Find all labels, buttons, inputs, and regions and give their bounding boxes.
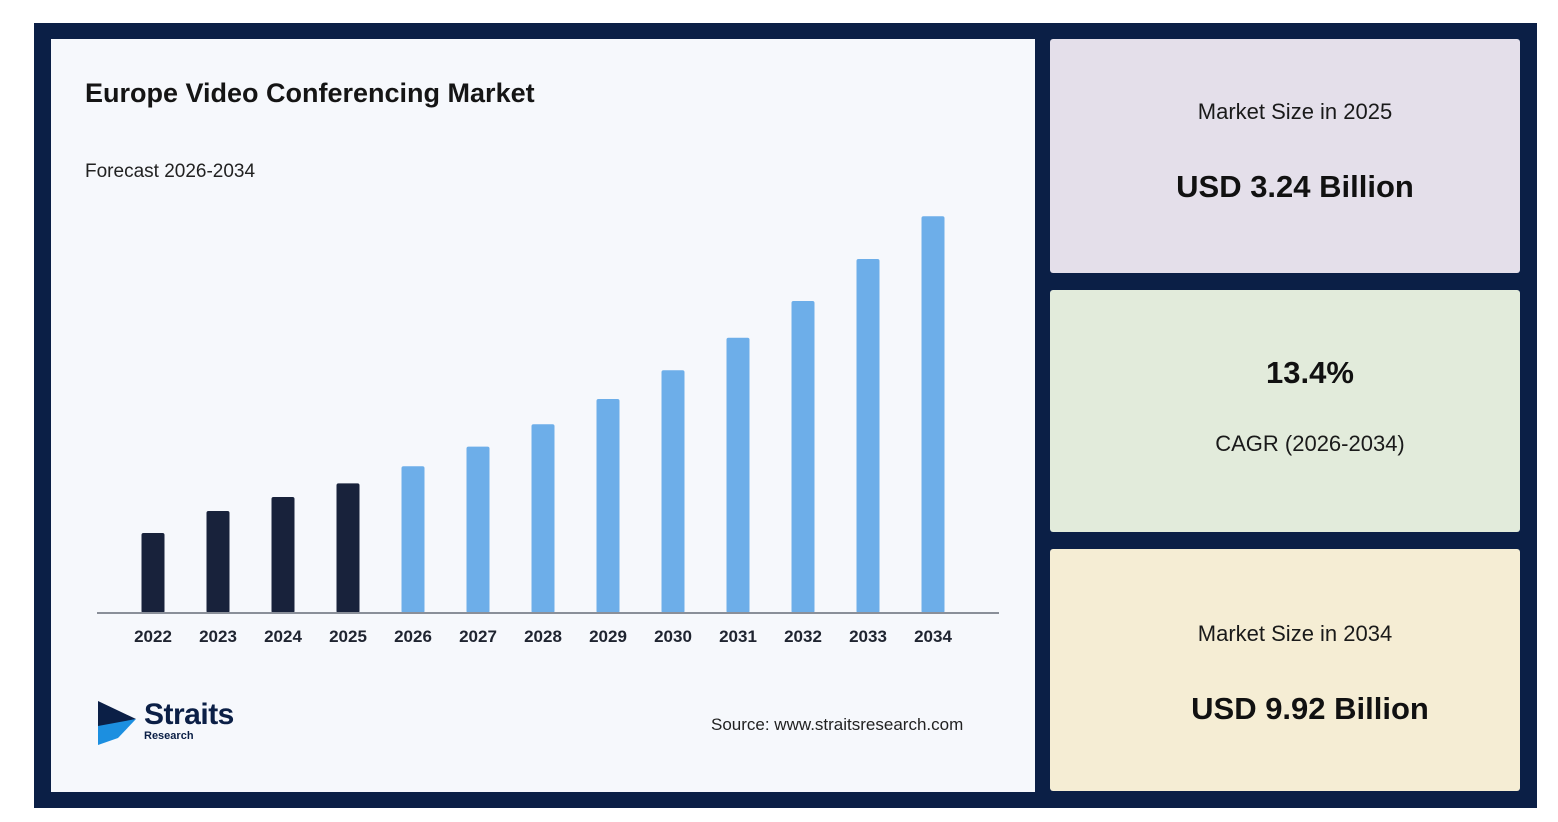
bar-2032 — [791, 301, 815, 613]
x-tick-label: 2022 — [134, 627, 172, 646]
source-credit: Source: www.straitsresearch.com — [711, 715, 964, 734]
x-tick-label: 2028 — [524, 627, 562, 646]
market-size-2025-label: Market Size in 2025 — [1197, 99, 1393, 124]
cagr-label: CAGR (2026-2034) — [1215, 431, 1405, 456]
x-tick-label: 2030 — [654, 627, 692, 646]
market-size-2034-value: USD 9.92 Billion — [1191, 691, 1429, 726]
x-tick-label: 2027 — [459, 627, 497, 646]
bar-2030 — [661, 370, 685, 613]
cagr-value: 13.4% — [1266, 355, 1354, 390]
bar-2027 — [466, 446, 490, 613]
x-tick-label: 2034 — [914, 627, 952, 646]
market-size-2025-value: USD 3.24 Billion — [1176, 169, 1414, 204]
bar-2033 — [856, 259, 880, 613]
x-tick-label: 2025 — [329, 627, 367, 646]
bar-2029 — [596, 399, 620, 613]
cagr-card: 13.4% CAGR (2026-2034) — [1050, 290, 1520, 532]
straits-logo: Straits Research — [96, 698, 266, 748]
bar-2028 — [531, 424, 555, 613]
market-size-2034-card: Market Size in 2034 USD 9.92 Billion — [1050, 549, 1520, 791]
logo-mark-icon — [98, 701, 136, 745]
x-tick-label: 2024 — [264, 627, 302, 646]
bar-2023 — [206, 511, 230, 613]
bar-2026 — [401, 466, 425, 613]
x-tick-label: 2031 — [719, 627, 757, 646]
x-tick-label: 2029 — [589, 627, 627, 646]
bar-2024 — [271, 497, 295, 613]
chart-title: Europe Video Conferencing Market — [85, 78, 535, 108]
bar-2025 — [336, 483, 360, 613]
x-tick-label: 2032 — [784, 627, 822, 646]
chart-subtitle: Forecast 2026-2034 — [85, 161, 256, 182]
logo-wordmark: Straits — [144, 698, 234, 731]
x-tick-label: 2023 — [199, 627, 237, 646]
market-size-2034-label: Market Size in 2034 — [1197, 621, 1393, 646]
market-size-2025-card: Market Size in 2025 USD 3.24 Billion — [1050, 39, 1520, 273]
bar-2031 — [726, 337, 750, 613]
x-tick-label: 2033 — [849, 627, 887, 646]
x-tick-label: 2026 — [394, 627, 432, 646]
logo-subtext: Research — [144, 730, 194, 742]
bar-2022 — [141, 533, 165, 613]
bar-2034 — [921, 216, 945, 613]
